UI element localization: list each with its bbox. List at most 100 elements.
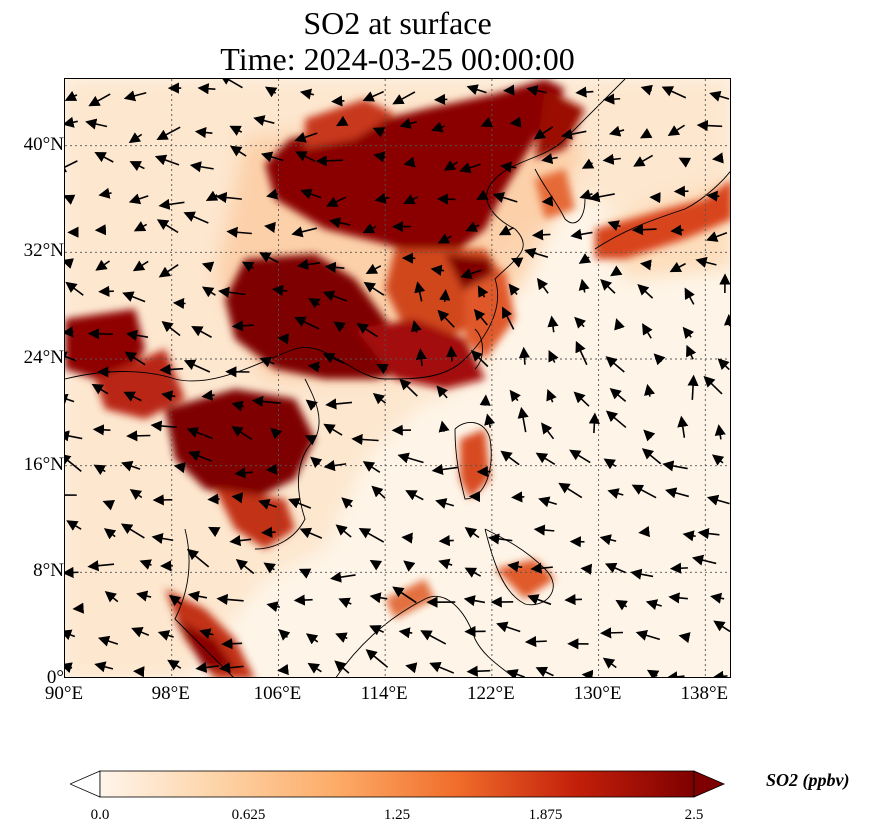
wind-vector-arrow — [123, 90, 147, 102]
wind-vector-arrow — [527, 594, 552, 606]
wind-vector-arrow — [662, 460, 688, 472]
wind-vector-arrow — [602, 153, 621, 165]
colorbar-gradient — [99, 770, 695, 798]
wind-vector-arrow — [392, 91, 416, 105]
wind-vector-arrow — [120, 460, 141, 472]
wind-vector-arrow — [124, 351, 146, 366]
wind-vector-arrow — [98, 187, 112, 199]
wind-vector-arrow — [691, 554, 717, 566]
wind-vector-arrow — [208, 526, 221, 538]
wind-vector-arrow — [331, 95, 345, 107]
wind-vector-arrow — [714, 424, 726, 440]
wind-vector-arrow — [403, 194, 419, 205]
wind-vector-arrow — [460, 268, 482, 279]
wind-vector-arrow — [310, 456, 323, 469]
wind-vector-arrow — [547, 315, 559, 333]
wind-vector-arrow — [258, 499, 277, 510]
wind-vector-arrow — [328, 217, 351, 229]
wind-vector-arrow — [470, 350, 489, 368]
wind-vector-arrow — [573, 391, 590, 407]
wind-vector-arrow — [264, 221, 276, 234]
wind-vector-arrow — [678, 632, 691, 644]
latitude-tick-label: 24°N — [23, 347, 64, 368]
wind-vector-arrow — [645, 599, 662, 610]
wind-vector-arrow — [569, 449, 591, 464]
wind-vector-arrow — [241, 261, 255, 273]
wind-vector-arrow — [299, 527, 323, 539]
wind-vector-arrow — [706, 190, 720, 202]
wind-vector-arrow — [631, 484, 657, 499]
wind-vector-arrow — [669, 261, 686, 273]
latitude-tick-label: 32°N — [23, 240, 64, 262]
wind-vector-arrow — [509, 116, 522, 128]
wind-vector-arrow — [546, 389, 557, 403]
wind-vector-arrow — [678, 157, 692, 168]
map-time-subtitle: Time: 2024-03-25 00:00:00 — [220, 41, 575, 77]
wind-vector-arrow — [372, 392, 387, 405]
wind-vector-arrow — [365, 649, 389, 668]
wind-vector-arrow — [667, 124, 686, 136]
wind-vector-arrow — [687, 374, 699, 400]
wind-vector-arrow — [65, 160, 78, 173]
wind-vector-arrow — [231, 320, 254, 332]
wind-vector-arrow — [430, 264, 445, 276]
wind-vector-arrow — [191, 326, 212, 338]
wind-vector-arrow — [443, 160, 458, 171]
wind-vector-arrow — [91, 383, 109, 395]
wind-vector-arrow — [615, 599, 628, 611]
wind-vector-arrow — [216, 593, 244, 606]
wind-vector-arrow — [85, 118, 108, 130]
wind-vector-arrow — [558, 482, 583, 499]
wind-vector-arrow — [653, 353, 666, 366]
wind-vector-arrow — [535, 666, 554, 677]
wind-vector-arrow — [131, 627, 150, 638]
wind-vector-arrow — [439, 289, 451, 303]
wind-vector-arrow — [526, 85, 547, 97]
wind-vector-arrow — [581, 158, 595, 169]
wind-vector-arrow — [87, 560, 115, 572]
wind-vector-arrow — [498, 225, 514, 236]
wind-vector-arrow — [120, 523, 145, 539]
wind-vector-arrow — [706, 494, 730, 506]
wind-vector-arrow — [560, 128, 587, 140]
wind-vector-arrow — [296, 258, 321, 271]
wind-vector-arrow — [646, 669, 660, 677]
wind-vector-arrow — [139, 559, 152, 570]
wind-vector-arrow — [358, 527, 385, 543]
wind-vector-arrow — [373, 151, 386, 163]
wind-vector-arrow — [189, 161, 214, 173]
wind-vector-arrow — [94, 151, 114, 163]
wind-vector-arrow — [668, 592, 688, 604]
wind-vector-arrow — [97, 635, 119, 647]
wind-vector-arrow — [159, 363, 184, 376]
wind-vector-arrow — [129, 161, 145, 172]
wind-vector-arrow — [305, 633, 319, 645]
wind-vector-arrow — [535, 452, 556, 466]
wind-vector-arrow — [325, 398, 353, 410]
wind-vector-arrow — [295, 151, 316, 162]
wind-vector-arrow — [65, 629, 76, 641]
wind-vector-arrow — [477, 285, 489, 298]
wind-vector-arrow — [607, 488, 624, 499]
wind-vector-arrow — [643, 429, 656, 442]
wind-vector-arrow — [371, 485, 386, 499]
wind-vector-arrow — [123, 391, 142, 402]
wind-vector-arrow — [541, 195, 554, 207]
wind-vector-arrow — [374, 192, 390, 204]
wind-vector-arrow — [614, 318, 625, 331]
colorbar-max-extension — [693, 770, 726, 798]
longitude-tick-label: 138°E — [680, 683, 729, 704]
wind-vector-arrow — [363, 281, 385, 296]
wind-vector-arrow — [304, 435, 318, 446]
wind-vector-arrow — [538, 496, 557, 508]
wind-vector-arrow — [640, 84, 653, 96]
wind-vector-arrow — [510, 257, 524, 268]
wind-vector-arrow — [65, 566, 79, 579]
wind-vector-arrow — [197, 83, 216, 95]
wind-vector-arrow — [437, 233, 452, 244]
wind-vector-arrow — [635, 629, 661, 641]
wind-vector-arrow — [132, 260, 149, 272]
wind-vector-arrow — [186, 427, 213, 440]
wind-vector-arrow — [459, 162, 481, 174]
wind-vector-arrow — [369, 625, 385, 636]
